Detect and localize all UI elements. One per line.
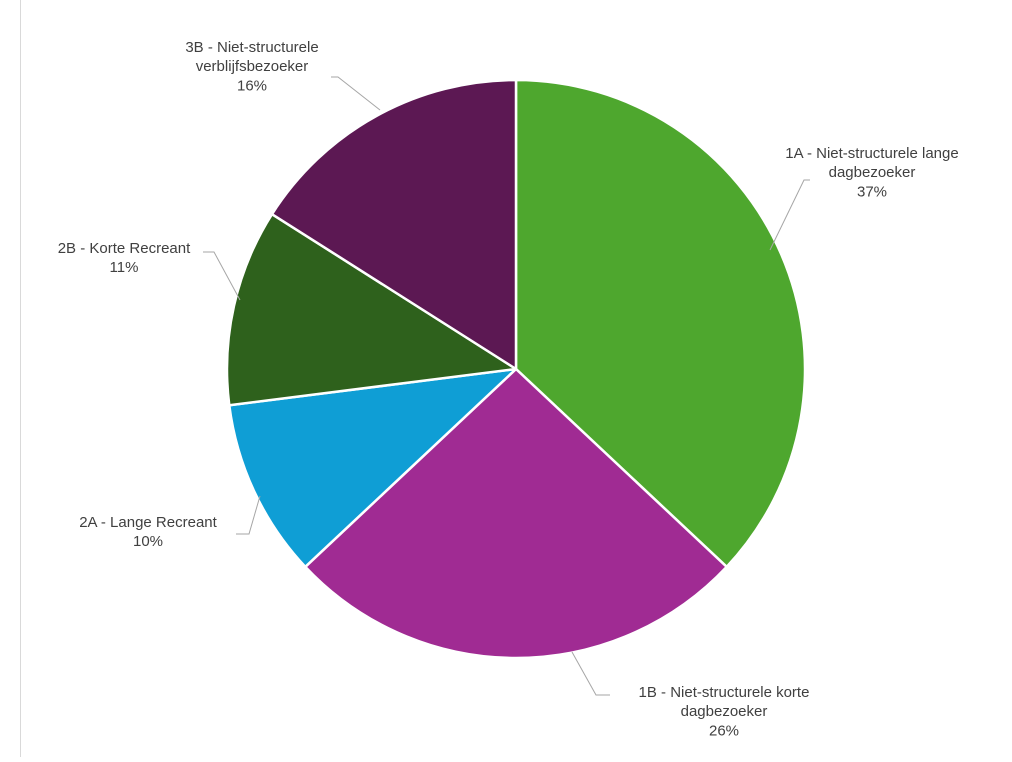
pie-slices (225, 78, 807, 660)
data-label-percent: 26% (709, 722, 739, 739)
leader-line-3 (236, 495, 261, 535)
data-label-percent: 16% (237, 77, 267, 94)
data-label-category: 3B - Niet-structurele (185, 39, 318, 56)
pie-slice-4 (225, 212, 518, 407)
data-labels: 1A - Niet-structurele lange dagbezoeker 37… (58, 39, 959, 739)
leader-lines (203, 76, 810, 696)
pie-slice-1 (514, 78, 807, 569)
data-label-category: 2A - Lange Recreant (79, 514, 217, 531)
pie-slice-2 (304, 367, 728, 660)
data-label-3: 2A - Lange Recreant 10% (79, 514, 217, 550)
data-label-percent: 37% (857, 183, 887, 200)
pie-slice-3 (228, 367, 518, 569)
data-label-2: 1B - Niet-structurele korte dagbezoeker 26… (639, 684, 810, 739)
leader-line-2 (571, 651, 610, 696)
data-label-category: 1B - Niet-structurele korte (639, 684, 810, 701)
data-label-1: 1A - Niet-structurele lange dagbezoeker 37… (785, 145, 958, 200)
data-label-category: verblijfsbezoeker (196, 58, 309, 75)
data-label-category: dagbezoeker (681, 703, 768, 720)
data-label-category: 1A - Niet-structurele lange (785, 145, 958, 162)
leader-line-1 (769, 179, 810, 251)
chart-frame-border (20, 0, 21, 757)
leader-line-5 (331, 76, 381, 111)
data-label-category: 2B - Korte Recreant (58, 240, 191, 257)
pie-slice-5 (270, 78, 518, 371)
data-label-percent: 10% (133, 533, 163, 550)
data-label-5: 3B - Niet-structurele verblijfsbezoeker 16… (185, 39, 318, 94)
leader-line-4 (203, 251, 241, 301)
data-label-4: 2B - Korte Recreant 11% (58, 240, 191, 276)
data-label-category: dagbezoeker (829, 164, 916, 181)
data-label-percent: 11% (110, 259, 139, 276)
